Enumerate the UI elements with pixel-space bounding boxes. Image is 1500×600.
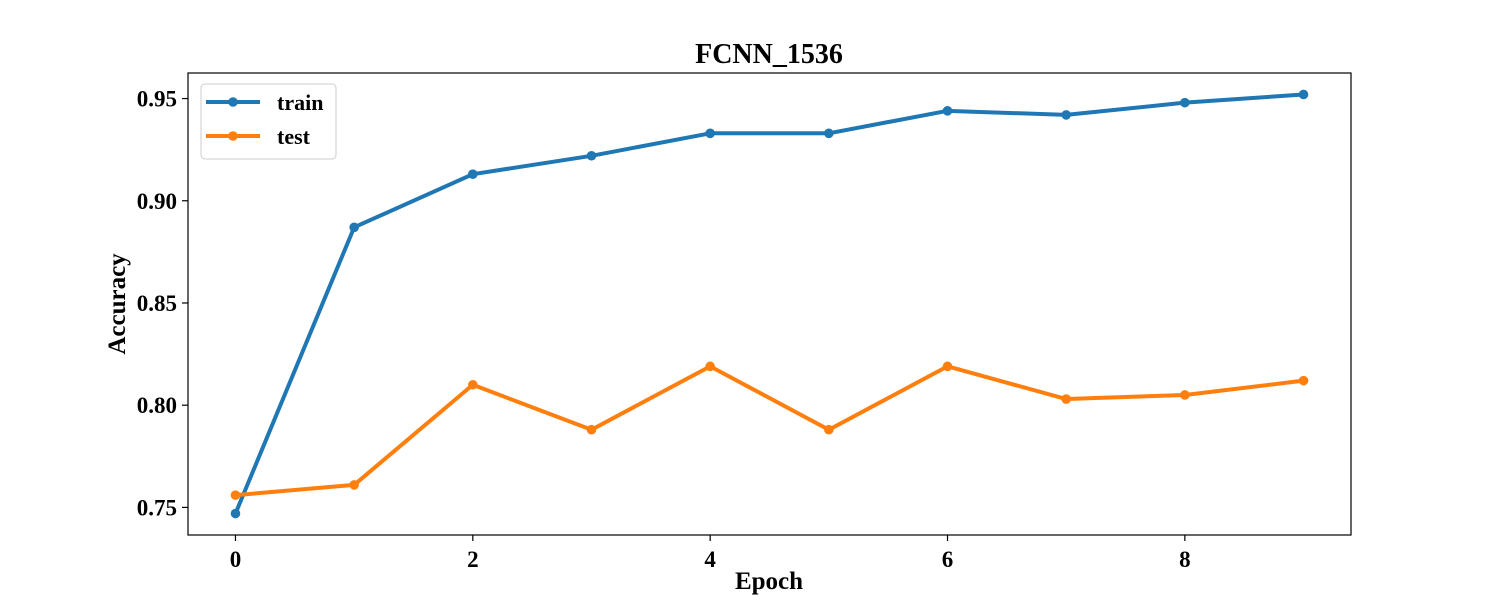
- data-point-test: [1180, 390, 1190, 400]
- series-layer: [230, 89, 1309, 519]
- series-line-test: [235, 364, 1304, 498]
- data-point-test: [1061, 394, 1071, 404]
- chart-title: FCNN_1536: [695, 39, 843, 70]
- x-tick-label: 8: [1179, 547, 1191, 572]
- data-point-train: [468, 169, 478, 179]
- y-axis-ticks: 0.75 0.80 0.85 0.90 0.95: [137, 87, 188, 520]
- x-tick-label: 6: [942, 547, 954, 572]
- data-point-train: [705, 128, 715, 139]
- y-tick-label: 0.85: [137, 291, 177, 316]
- data-point-train: [586, 150, 597, 161]
- data-point-test: [586, 424, 597, 435]
- plot-area-frame: [187, 72, 1352, 536]
- x-tick-label: 4: [704, 547, 716, 572]
- x-axis-ticks: 0 2 4 6 8: [230, 535, 1191, 572]
- data-point-test: [230, 490, 241, 500]
- data-point-test: [705, 361, 715, 372]
- y-tick-label: 0.75: [137, 495, 177, 520]
- x-tick-label: 0: [230, 547, 242, 572]
- y-axis-label: Accuracy: [104, 253, 131, 355]
- data-point-test: [824, 424, 834, 435]
- data-point-train: [1061, 110, 1071, 120]
- y-tick-label: 0.95: [137, 87, 177, 112]
- legend-marker-test: [228, 131, 238, 141]
- data-point-test: [942, 361, 953, 372]
- y-tick-label: 0.90: [137, 189, 177, 214]
- data-point-test: [1298, 375, 1309, 386]
- data-point-train: [349, 222, 359, 233]
- data-point-test: [349, 480, 359, 490]
- data-point-test: [468, 379, 478, 390]
- legend-label-train: train: [277, 90, 323, 115]
- data-point-train: [1298, 89, 1309, 100]
- data-point-train: [1180, 97, 1190, 108]
- legend: train test: [200, 83, 337, 160]
- x-tick-label: 2: [467, 547, 479, 572]
- legend-label-test: test: [277, 124, 311, 149]
- data-point-train: [942, 106, 953, 116]
- series-line-train: [233, 92, 1304, 515]
- x-axis-label: Epoch: [735, 568, 803, 595]
- data-point-train: [230, 508, 241, 519]
- data-point-train: [824, 128, 834, 139]
- legend-marker-train: [228, 97, 238, 107]
- y-tick-label: 0.80: [137, 393, 177, 418]
